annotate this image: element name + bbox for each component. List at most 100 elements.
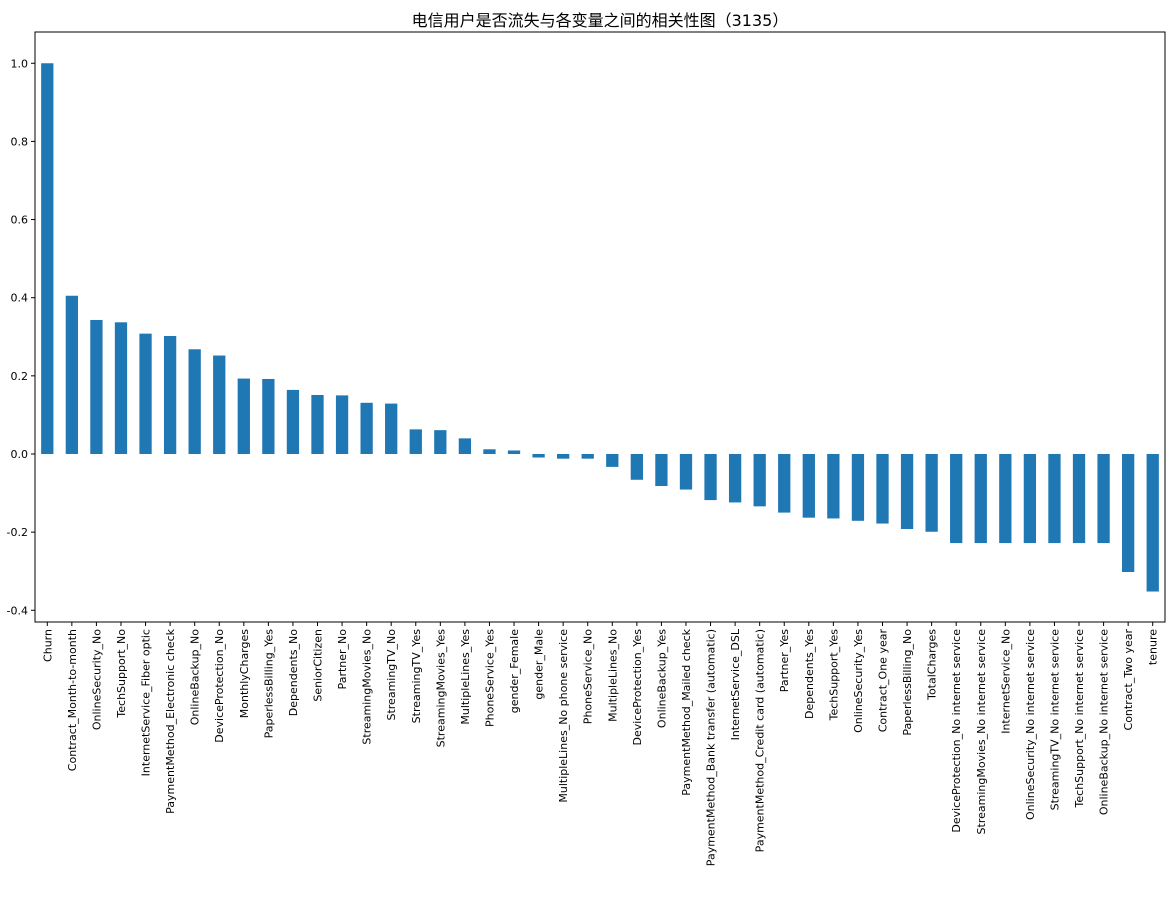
bar bbox=[851, 453, 865, 521]
bar bbox=[950, 453, 963, 544]
bar bbox=[114, 322, 128, 454]
x-tick-label: InternetService_Fiber optic bbox=[140, 629, 153, 776]
x-tick-label: TechSupport_No bbox=[115, 629, 128, 719]
bar bbox=[532, 453, 545, 458]
x-tick-label: PaymentMethod_Mailed check bbox=[680, 628, 693, 795]
bar bbox=[262, 378, 275, 454]
x-tick-label: StreamingMovies_Yes bbox=[434, 629, 447, 748]
y-tick-label: -0.2 bbox=[7, 526, 28, 539]
bar bbox=[237, 378, 250, 454]
bar bbox=[434, 430, 447, 454]
x-tick-label: PaymentMethod_Credit card (automatic) bbox=[754, 629, 767, 852]
x-tick-label: TotalCharges bbox=[926, 629, 939, 701]
x-tick-label: TechSupport_Yes bbox=[827, 629, 840, 722]
y-tick-label: 0.6 bbox=[11, 214, 29, 227]
x-tick-label: PhoneService_Yes bbox=[483, 629, 496, 727]
y-tick-label: -0.4 bbox=[7, 604, 28, 617]
x-tick-label: DeviceProtection_Yes bbox=[631, 629, 644, 746]
chart-title: 电信用户是否流失与各变量之间的相关性图（3135） bbox=[412, 11, 789, 30]
bar bbox=[1072, 453, 1086, 544]
plot-frame bbox=[34, 31, 1166, 623]
bar bbox=[335, 395, 349, 454]
bar bbox=[483, 449, 496, 454]
y-tick-label: 0.8 bbox=[11, 135, 29, 148]
x-tick-label: Contract_Two year bbox=[1122, 629, 1135, 731]
bar bbox=[1023, 453, 1037, 544]
x-tick-label: StreamingTV_Yes bbox=[410, 629, 423, 724]
x-tick-label: InternetService_No bbox=[999, 629, 1012, 734]
bar bbox=[139, 333, 152, 454]
x-tick-label: StreamingTV_No bbox=[385, 629, 398, 721]
bar bbox=[1097, 453, 1110, 544]
x-tick-label: tenure bbox=[1147, 629, 1160, 665]
bar bbox=[999, 453, 1012, 544]
bar bbox=[65, 295, 78, 454]
x-tick-label: Churn bbox=[41, 629, 54, 662]
x-tick-label: MonthlyCharges bbox=[238, 629, 251, 719]
bar bbox=[286, 389, 300, 454]
bar bbox=[311, 394, 324, 454]
bar bbox=[753, 453, 766, 507]
bar bbox=[409, 429, 422, 454]
y-tick-label: 0.2 bbox=[11, 370, 29, 383]
x-tick-label: Contract_One year bbox=[877, 629, 890, 733]
x-tick-label: OnlineSecurity_No bbox=[90, 629, 103, 730]
x-tick-label: OnlineSecurity_Yes bbox=[852, 629, 865, 733]
bar bbox=[557, 453, 570, 459]
x-tick-label: PaperlessBilling_No bbox=[901, 629, 914, 736]
x-tick-label: OnlineSecurity_No internet service bbox=[1024, 629, 1037, 820]
x-tick-label: Partner_Yes bbox=[778, 629, 791, 693]
bar bbox=[925, 453, 938, 532]
x-tick-label: MultipleLines_No bbox=[606, 629, 619, 722]
x-tick-label: PaymentMethod_Bank transfer (automatic) bbox=[705, 629, 718, 866]
bar bbox=[778, 453, 791, 513]
y-tick-label: 1.0 bbox=[11, 57, 29, 70]
x-tick-label: TechSupport_No internet service bbox=[1073, 629, 1086, 809]
bar bbox=[507, 450, 521, 454]
bar bbox=[360, 402, 373, 454]
bar bbox=[655, 453, 668, 487]
bar bbox=[876, 453, 889, 524]
bar bbox=[1048, 453, 1061, 544]
bar bbox=[90, 319, 103, 454]
x-tick-label: PaperlessBilling_Yes bbox=[262, 629, 275, 739]
bar bbox=[827, 453, 840, 519]
y-tick-label: 0.4 bbox=[11, 292, 29, 305]
bar bbox=[900, 453, 914, 530]
bar bbox=[1146, 453, 1159, 592]
x-tick-label: Dependents_No bbox=[287, 629, 300, 716]
x-tick-label: InternetService_DSL bbox=[729, 628, 742, 740]
x-tick-label: Dependents_Yes bbox=[803, 629, 816, 719]
y-tick-label: 0.0 bbox=[11, 448, 29, 461]
bar bbox=[385, 403, 398, 454]
x-tick-label: PhoneService_No bbox=[582, 629, 595, 724]
bar bbox=[679, 453, 693, 490]
bar bbox=[802, 453, 815, 518]
x-tick-label: Contract_Month-to-month bbox=[66, 629, 79, 771]
bar bbox=[458, 438, 472, 454]
x-tick-label: PaymentMethod_Electronic check bbox=[164, 628, 177, 813]
x-tick-label: OnlineBackup_No internet service bbox=[1098, 629, 1111, 815]
x-tick-label: StreamingTV_No internet service bbox=[1048, 629, 1061, 811]
bar bbox=[630, 453, 643, 480]
bar bbox=[163, 335, 177, 454]
bar bbox=[606, 453, 619, 467]
x-tick-label: SeniorCitizen bbox=[312, 629, 325, 702]
x-tick-label: StreamingMovies_No internet service bbox=[975, 629, 988, 835]
bar bbox=[1122, 453, 1135, 572]
x-tick-label: StreamingMovies_No bbox=[361, 629, 374, 745]
bar bbox=[213, 355, 226, 454]
x-tick-label: DeviceProtection_No internet service bbox=[950, 629, 963, 833]
bar bbox=[581, 453, 594, 459]
x-tick-label: OnlineBackup_Yes bbox=[655, 629, 668, 728]
x-tick-label: MultipleLines_No phone service bbox=[557, 629, 570, 803]
x-tick-label: DeviceProtection_No bbox=[213, 629, 226, 743]
x-tick-label: gender_Male bbox=[533, 629, 546, 700]
x-tick-label: gender_Female bbox=[508, 629, 521, 713]
x-tick-label: OnlineBackup_No bbox=[189, 629, 202, 726]
x-tick-label: Partner_No bbox=[336, 629, 349, 690]
bar bbox=[41, 63, 54, 454]
x-tick-label: MultipleLines_Yes bbox=[459, 629, 472, 725]
bar bbox=[188, 349, 201, 454]
